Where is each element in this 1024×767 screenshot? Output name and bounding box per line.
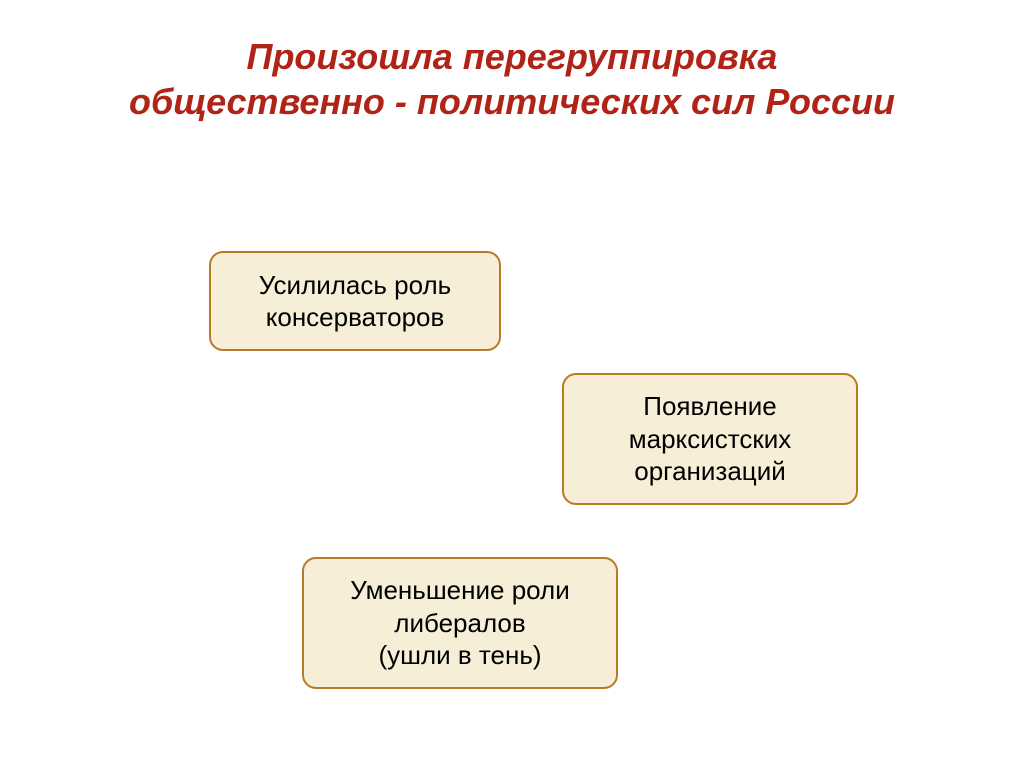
box-conservators-label: Усилилась роль консерваторов (225, 269, 485, 334)
box-liberals-label: Уменьшение роли либералов (ушли в тень) (318, 574, 602, 672)
box-liberals: Уменьшение роли либералов (ушли в тень) (302, 557, 618, 689)
slide-title: Произошла перегруппировка общественно - … (0, 34, 1024, 124)
box-marxists: Появление марксистских организаций (562, 373, 858, 505)
box-conservators: Усилилась роль консерваторов (209, 251, 501, 351)
box-marxists-label: Появление марксистских организаций (578, 390, 842, 488)
